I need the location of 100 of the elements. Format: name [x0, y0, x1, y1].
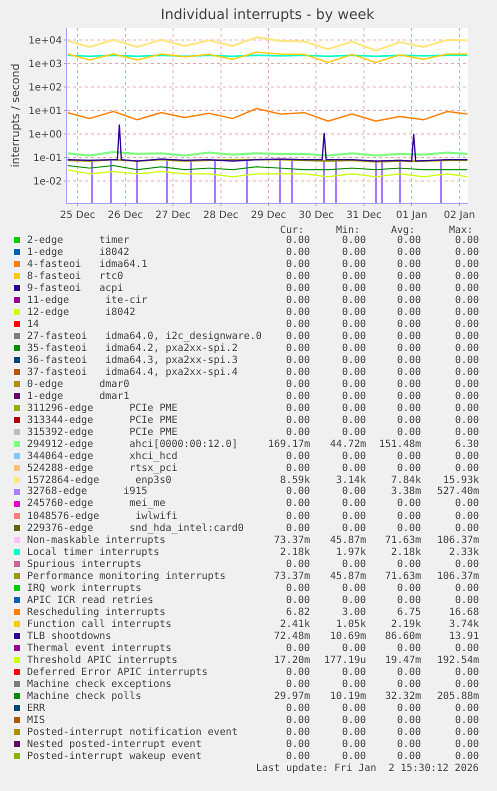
text: 0.00: [455, 379, 480, 390]
text: 0.00: [397, 739, 422, 750]
text: 151.48m: [379, 439, 422, 450]
text: 169.17m: [268, 439, 310, 450]
text: 106.37m: [437, 535, 480, 546]
text: 0.00: [342, 307, 366, 318]
text: 0.00: [397, 595, 422, 606]
text: 19.47m: [385, 655, 422, 666]
text: 0.00: [342, 739, 366, 750]
text: 2.33k: [449, 547, 480, 558]
text: 71.63m: [385, 571, 422, 582]
legend-label: 294912-edge ahci[0000:00:12.0]: [27, 439, 238, 450]
text: 0.00: [455, 498, 480, 509]
text: 0.00: [342, 667, 366, 678]
text: 0.00: [397, 343, 422, 354]
text: 0.00: [397, 727, 422, 738]
text: 86.60m: [385, 631, 422, 642]
text: 0.00: [286, 391, 310, 402]
legend-label: MIS: [27, 715, 46, 726]
text: 45.87m: [330, 535, 366, 546]
legend-label: 1-edge i8042: [27, 247, 130, 258]
legend-label: 35-fasteoi idma64.2, pxa2xx-spi.2: [27, 343, 238, 354]
x-tick-label: 25 Dec: [60, 210, 96, 221]
text: 0.00: [455, 667, 480, 678]
text: 0.00: [342, 295, 366, 306]
text: 0.00: [455, 403, 480, 414]
text: 0.00: [455, 751, 480, 762]
text: 3.38m: [391, 486, 422, 497]
text: 72.48m: [274, 631, 310, 642]
text: 0.00: [455, 679, 480, 690]
legend-label: Machine check polls: [27, 691, 142, 702]
text: 0.00: [286, 583, 310, 594]
text: 6.82: [286, 607, 310, 618]
text: 2.19k: [391, 619, 422, 630]
legend-label: 315392-edge PCIe PME: [27, 427, 178, 438]
text: 205.88m: [437, 691, 480, 702]
text: 2.18k: [280, 547, 310, 558]
legend-label: 344064-edge xhci_hcd: [27, 451, 178, 462]
text: 0.00: [286, 486, 310, 497]
text: 0.00: [342, 235, 366, 246]
text: Min:: [336, 225, 360, 236]
text: 0.00: [286, 259, 310, 270]
text: 0.00: [455, 355, 480, 366]
text: 0.00: [397, 451, 422, 462]
text: 0.00: [455, 331, 480, 342]
text: 0.00: [455, 271, 480, 282]
text: 0.00: [397, 583, 422, 594]
text: 0.00: [286, 523, 310, 534]
x-tick-label: 29 Dec: [250, 210, 286, 221]
text: 0.00: [455, 739, 480, 750]
text: 0.00: [286, 643, 310, 654]
text: 0.00: [397, 307, 422, 318]
legend-label: Nested posted-interrupt event: [27, 739, 202, 750]
text: 0.00: [455, 559, 480, 570]
text: 0.00: [342, 319, 366, 330]
text: 0.00: [342, 511, 366, 522]
legend-label: 14: [27, 319, 40, 330]
text: 192.54m: [437, 655, 480, 666]
x-tick-label: 01 Jan: [396, 210, 428, 221]
text: 15.93k: [443, 475, 480, 486]
legend-label: ERR: [27, 703, 46, 714]
text: Avg:: [391, 225, 416, 236]
text: 6.75: [397, 607, 422, 618]
text: Last update: Fri Jan 2 15:30:12 2026: [256, 763, 479, 774]
text: 2.18k: [391, 547, 422, 558]
text: 0.00: [455, 715, 480, 726]
legend-label: 4-fasteoi idma64.1: [27, 259, 148, 270]
legend-label: 1048576-edge iwlwifi: [27, 511, 178, 522]
text: Max:: [449, 225, 474, 236]
text: 73.37m: [274, 571, 310, 582]
text: 0.00: [397, 559, 422, 570]
legend-label: Thermal event interrupts: [27, 643, 172, 654]
text: 0.00: [397, 331, 422, 342]
text: 0.00: [342, 727, 366, 738]
legend-label: 37-fasteoi idma64.4, pxa2xx-spi.4: [27, 367, 238, 378]
text: 32.32m: [385, 691, 422, 702]
text: 0.00: [455, 583, 480, 594]
legend-label: 0-edge dmar0: [27, 379, 130, 390]
legend-label: 524288-edge rtsx_pci: [27, 463, 178, 474]
x-tick-label: 30 Dec: [298, 210, 334, 221]
text: 0.00: [342, 259, 366, 270]
legend-label: Posted-interrupt notification event: [27, 727, 238, 738]
text: 0.00: [455, 295, 480, 306]
text: 0.00: [286, 247, 310, 258]
legend-label: Function call interrupts: [27, 619, 172, 630]
text: 0.00: [286, 451, 310, 462]
text: 0.00: [342, 463, 366, 474]
text: 45.87m: [330, 571, 366, 582]
text: 73.37m: [274, 535, 310, 546]
text: 0.00: [455, 643, 480, 654]
text: 3.74k: [449, 619, 480, 630]
text: 0.00: [286, 355, 310, 366]
text: 0.00: [342, 403, 366, 414]
legend-label: 11-edge ite-cir: [27, 295, 148, 306]
y-tick-label: 1e+01: [28, 106, 62, 117]
text: 0.00: [397, 643, 422, 654]
text: 0.00: [286, 367, 310, 378]
text: 0.00: [342, 751, 366, 762]
text: 0.00: [397, 235, 422, 246]
line-series: [67, 169, 468, 178]
